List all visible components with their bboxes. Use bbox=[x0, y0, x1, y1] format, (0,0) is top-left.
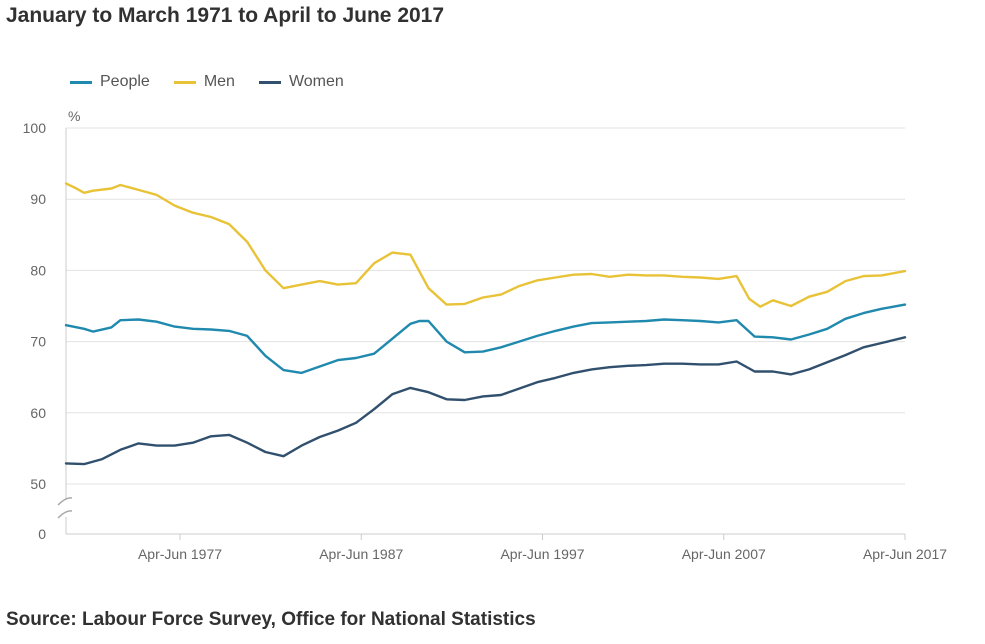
x-tick-label-4: Apr-Jun 2017 bbox=[863, 546, 947, 562]
axis-break-top bbox=[57, 497, 73, 506]
series-lines bbox=[64, 182, 907, 466]
chart-title: January to March 1971 to April to June 2… bbox=[6, 4, 445, 27]
legend-item-men: Men bbox=[173, 73, 235, 91]
series-line-people bbox=[64, 303, 907, 375]
source-note: Source: Labour Force Survey, Office for … bbox=[6, 609, 536, 630]
x-tick-label-0: Apr-Jun 1977 bbox=[138, 546, 222, 562]
y-axis-unit-label: % bbox=[68, 108, 80, 124]
legend-label-people: People bbox=[100, 73, 150, 90]
legend-item-people: People bbox=[70, 73, 150, 91]
axes bbox=[57, 128, 906, 540]
legend-swatch-people bbox=[70, 80, 92, 84]
x-tick-label-2: Apr-Jun 1997 bbox=[500, 546, 584, 562]
gridlines bbox=[66, 127, 905, 485]
series-line-women bbox=[64, 336, 907, 466]
x-tick-label-3: Apr-Jun 2007 bbox=[682, 546, 766, 562]
series-line-men bbox=[64, 182, 907, 308]
legend-item-women: Women bbox=[258, 73, 344, 91]
y-tick-label-100: 100 bbox=[23, 120, 47, 136]
y-tick-label-0: 0 bbox=[38, 526, 46, 542]
y-tick-label-50: 50 bbox=[30, 476, 46, 492]
x-tick-label-1: Apr-Jun 1987 bbox=[319, 546, 403, 562]
y-tick-label-70: 70 bbox=[30, 334, 46, 350]
legend-swatch-women bbox=[258, 80, 281, 84]
y-tick-label-90: 90 bbox=[30, 191, 46, 207]
tick-labels: 0 50 60 70 80 90 100% Apr-Jun 1977 Apr-Jun 1987 A… bbox=[23, 108, 948, 562]
legend-swatch-men bbox=[173, 80, 196, 84]
legend-label-women: Women bbox=[288, 73, 344, 90]
y-tick-label-60: 60 bbox=[30, 405, 46, 421]
y-tick-label-80: 80 bbox=[30, 262, 46, 278]
legend-label-men: Men bbox=[203, 73, 235, 90]
axis-break-bottom bbox=[57, 510, 73, 519]
legend: People Men Women bbox=[70, 73, 344, 91]
